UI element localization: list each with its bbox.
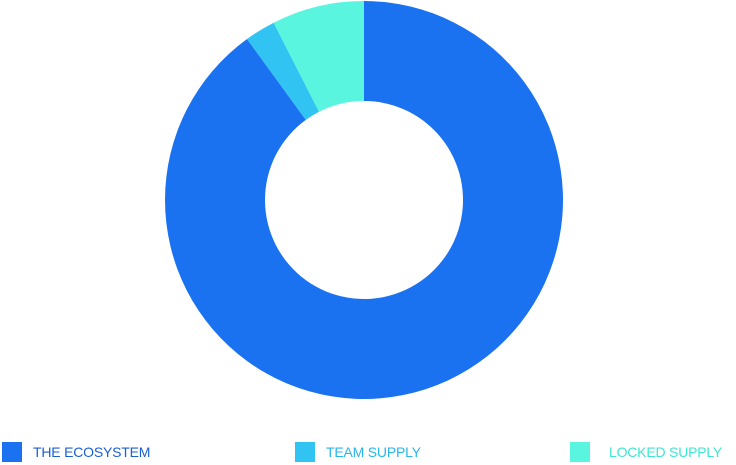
legend-label-the-ecosystem: THE ECOSYSTEM — [33, 444, 151, 460]
legend-label-locked-supply: LOCKED SUPPLY — [609, 444, 723, 460]
legend-item-the-ecosystem: THE ECOSYSTEM — [2, 441, 150, 463]
legend-swatch-locked-supply — [570, 442, 590, 462]
legend-label-team-supply: TEAM SUPPLY — [326, 444, 421, 460]
donut-chart — [164, 1, 564, 399]
slice-locked-supply — [273, 1, 364, 112]
slice-team-supply — [247, 22, 320, 120]
legend-swatch-team-supply — [295, 442, 315, 462]
legend-swatch-the-ecosystem — [2, 442, 22, 462]
legend-item-team-supply: TEAM SUPPLY — [295, 441, 421, 463]
legend-item-locked-supply: LOCKED SUPPLY — [570, 441, 722, 463]
slice-the-ecosystem — [164, 1, 564, 399]
